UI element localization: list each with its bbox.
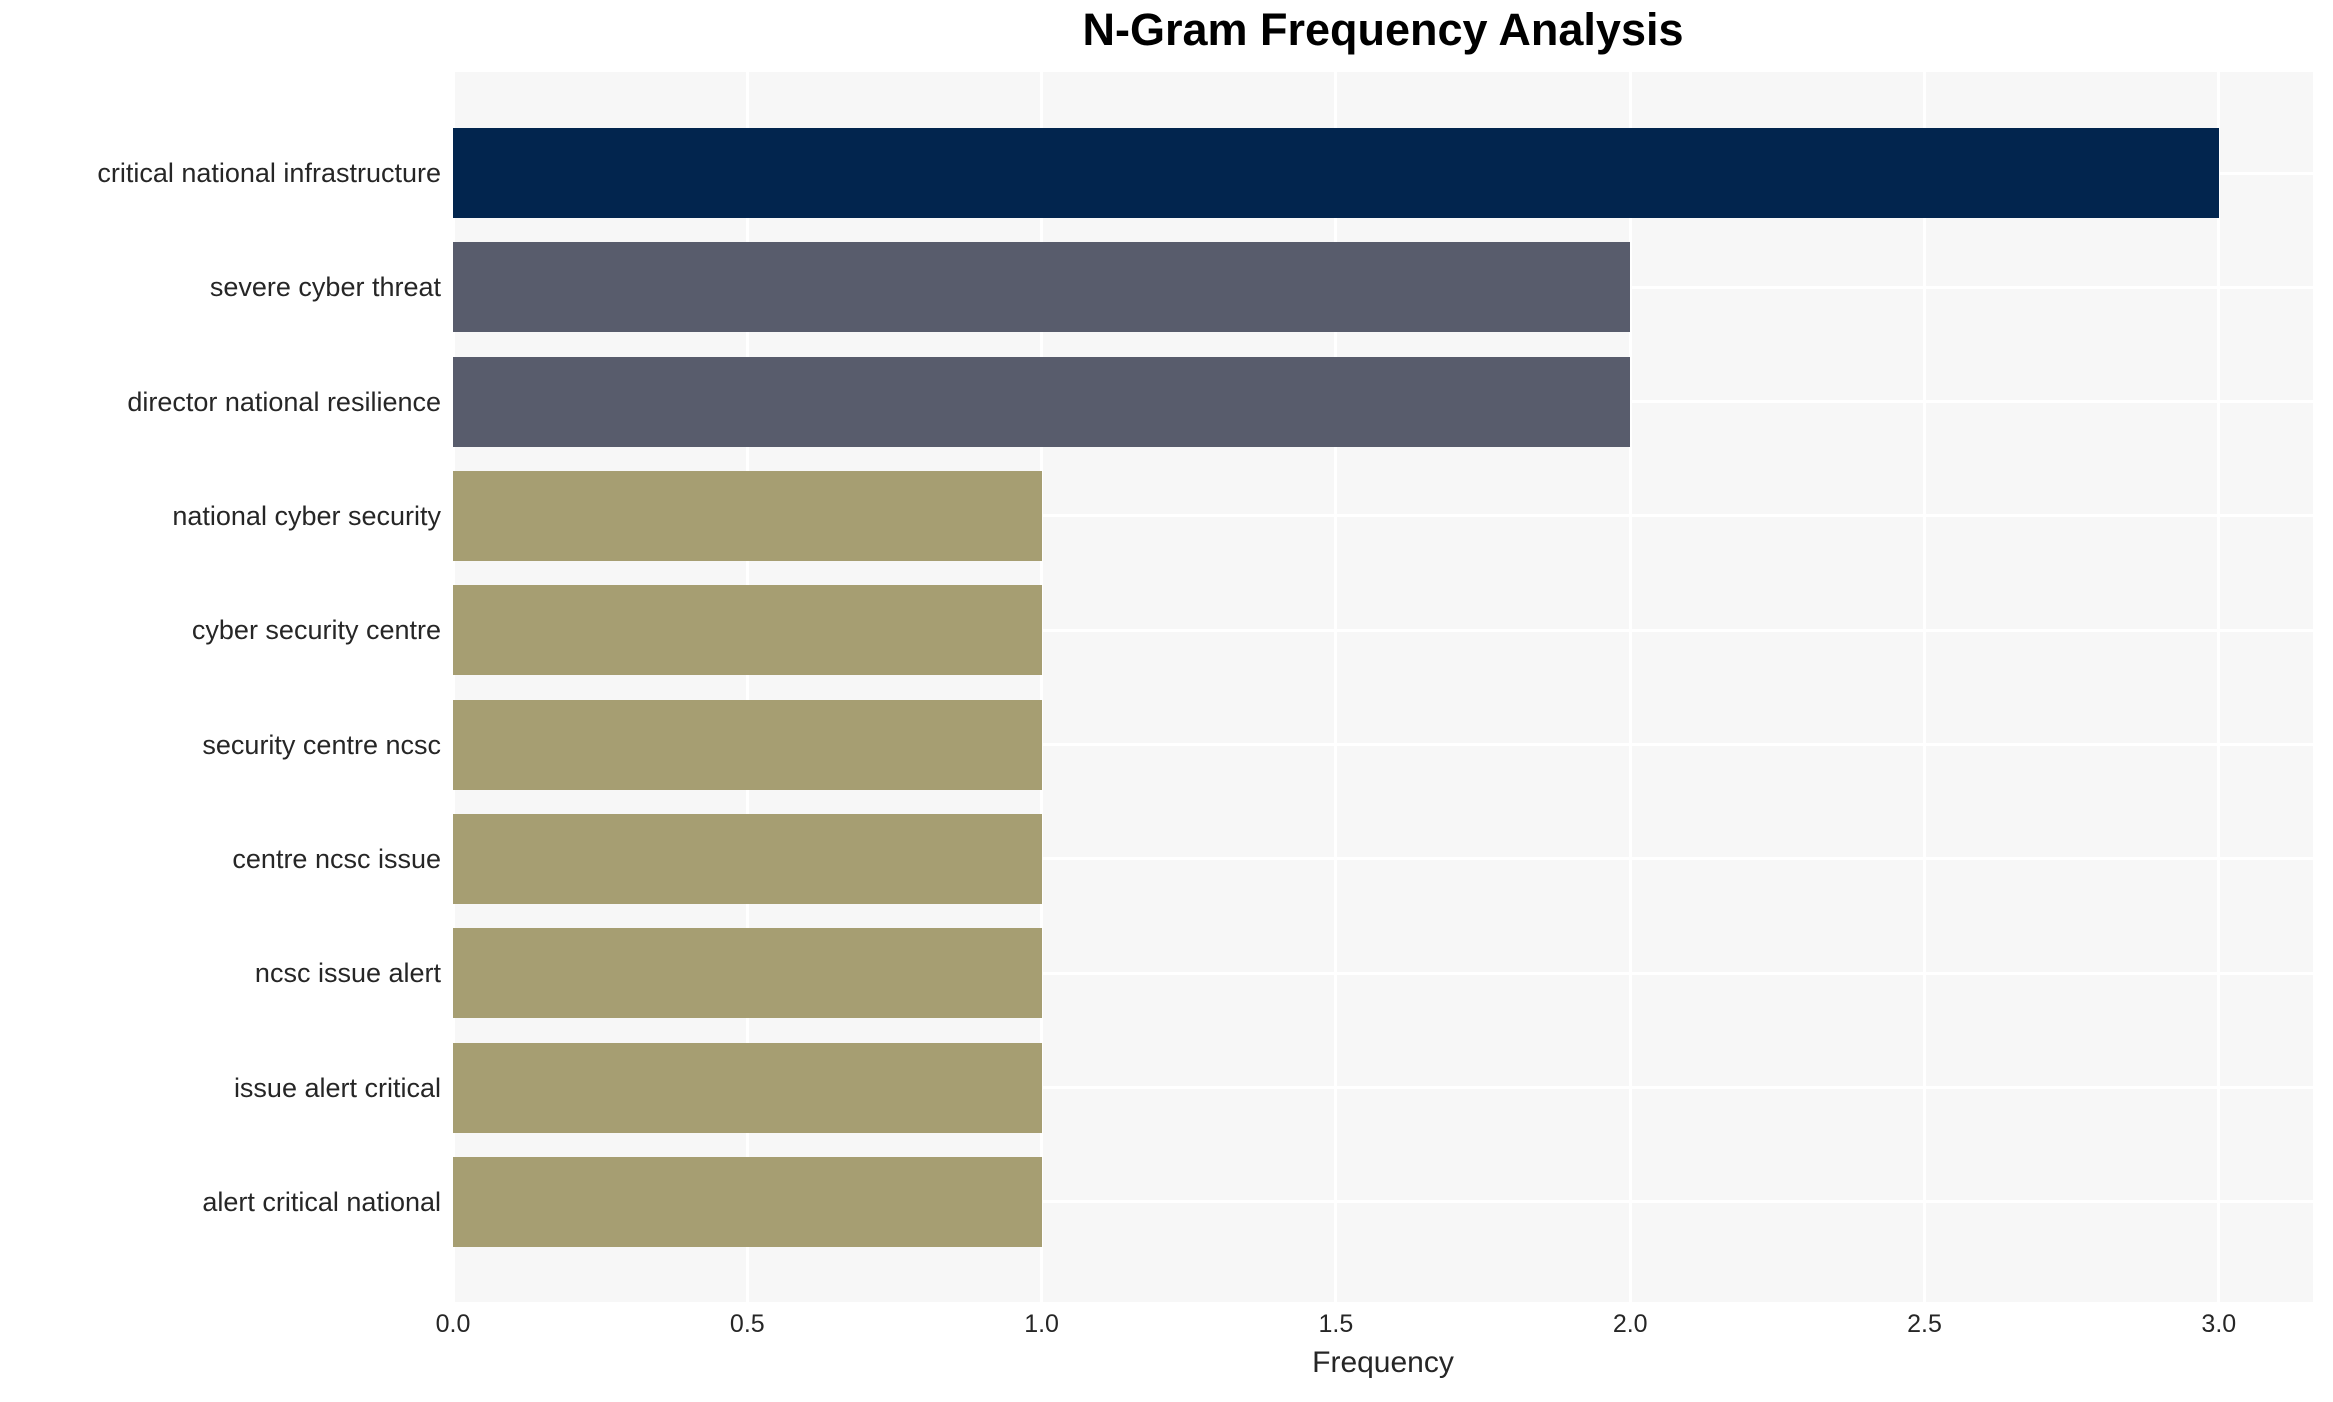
x-tick-label: 0.0 bbox=[435, 1310, 471, 1338]
x-axis-label: Frequency bbox=[1312, 1346, 1454, 1379]
category-label: cyber security centre bbox=[191, 615, 441, 646]
gridline-horizontal bbox=[453, 857, 2313, 861]
category-label: centre ncsc issue bbox=[232, 843, 441, 874]
bar bbox=[453, 1042, 1042, 1133]
category-label: security centre ncsc bbox=[202, 729, 441, 760]
gridline-horizontal bbox=[453, 1200, 2313, 1204]
bar bbox=[453, 356, 1631, 447]
x-tick-label: 2.0 bbox=[1612, 1310, 1648, 1338]
gridline-vertical bbox=[1334, 72, 1338, 1302]
bar bbox=[453, 1156, 1042, 1247]
category-label: director national resilience bbox=[127, 386, 441, 417]
bar bbox=[453, 470, 1042, 561]
category-label: ncsc issue alert bbox=[254, 958, 441, 989]
bar bbox=[453, 128, 2219, 218]
category-label: alert critical national bbox=[202, 1186, 441, 1217]
gridline-horizontal bbox=[453, 1086, 2313, 1090]
gridline-vertical bbox=[451, 72, 455, 1302]
x-tick-label: 2.5 bbox=[1907, 1310, 1942, 1338]
gridline-horizontal bbox=[453, 743, 2313, 747]
category-label: severe cyber threat bbox=[209, 272, 441, 303]
category-label: critical national infrastructure bbox=[97, 158, 441, 188]
gridline-horizontal bbox=[453, 971, 2313, 975]
gridline-vertical bbox=[745, 72, 749, 1302]
x-tick-label: 1.0 bbox=[1024, 1310, 1059, 1338]
gridline-vertical bbox=[1628, 72, 1632, 1302]
x-tick-label: 1.5 bbox=[1318, 1310, 1354, 1338]
bar bbox=[453, 585, 1042, 676]
bar bbox=[453, 242, 1631, 333]
x-tick-label: 3.0 bbox=[2201, 1310, 2237, 1338]
category-label: issue alert critical bbox=[233, 1072, 441, 1103]
category-label: national cyber security bbox=[172, 500, 441, 531]
gridline-horizontal bbox=[453, 514, 2313, 518]
gridline-vertical bbox=[1040, 72, 1044, 1302]
gridline-vertical bbox=[1923, 72, 1927, 1302]
chart-title: N-Gram Frequency Analysis bbox=[1082, 4, 1684, 55]
x-tick-label: 0.5 bbox=[729, 1310, 765, 1338]
gridline-horizontal bbox=[453, 628, 2313, 632]
bar bbox=[453, 928, 1042, 1019]
bar bbox=[453, 813, 1042, 904]
bar bbox=[453, 699, 1042, 790]
gridline-vertical bbox=[2217, 72, 2221, 1302]
plot-area bbox=[451, 72, 2313, 1302]
